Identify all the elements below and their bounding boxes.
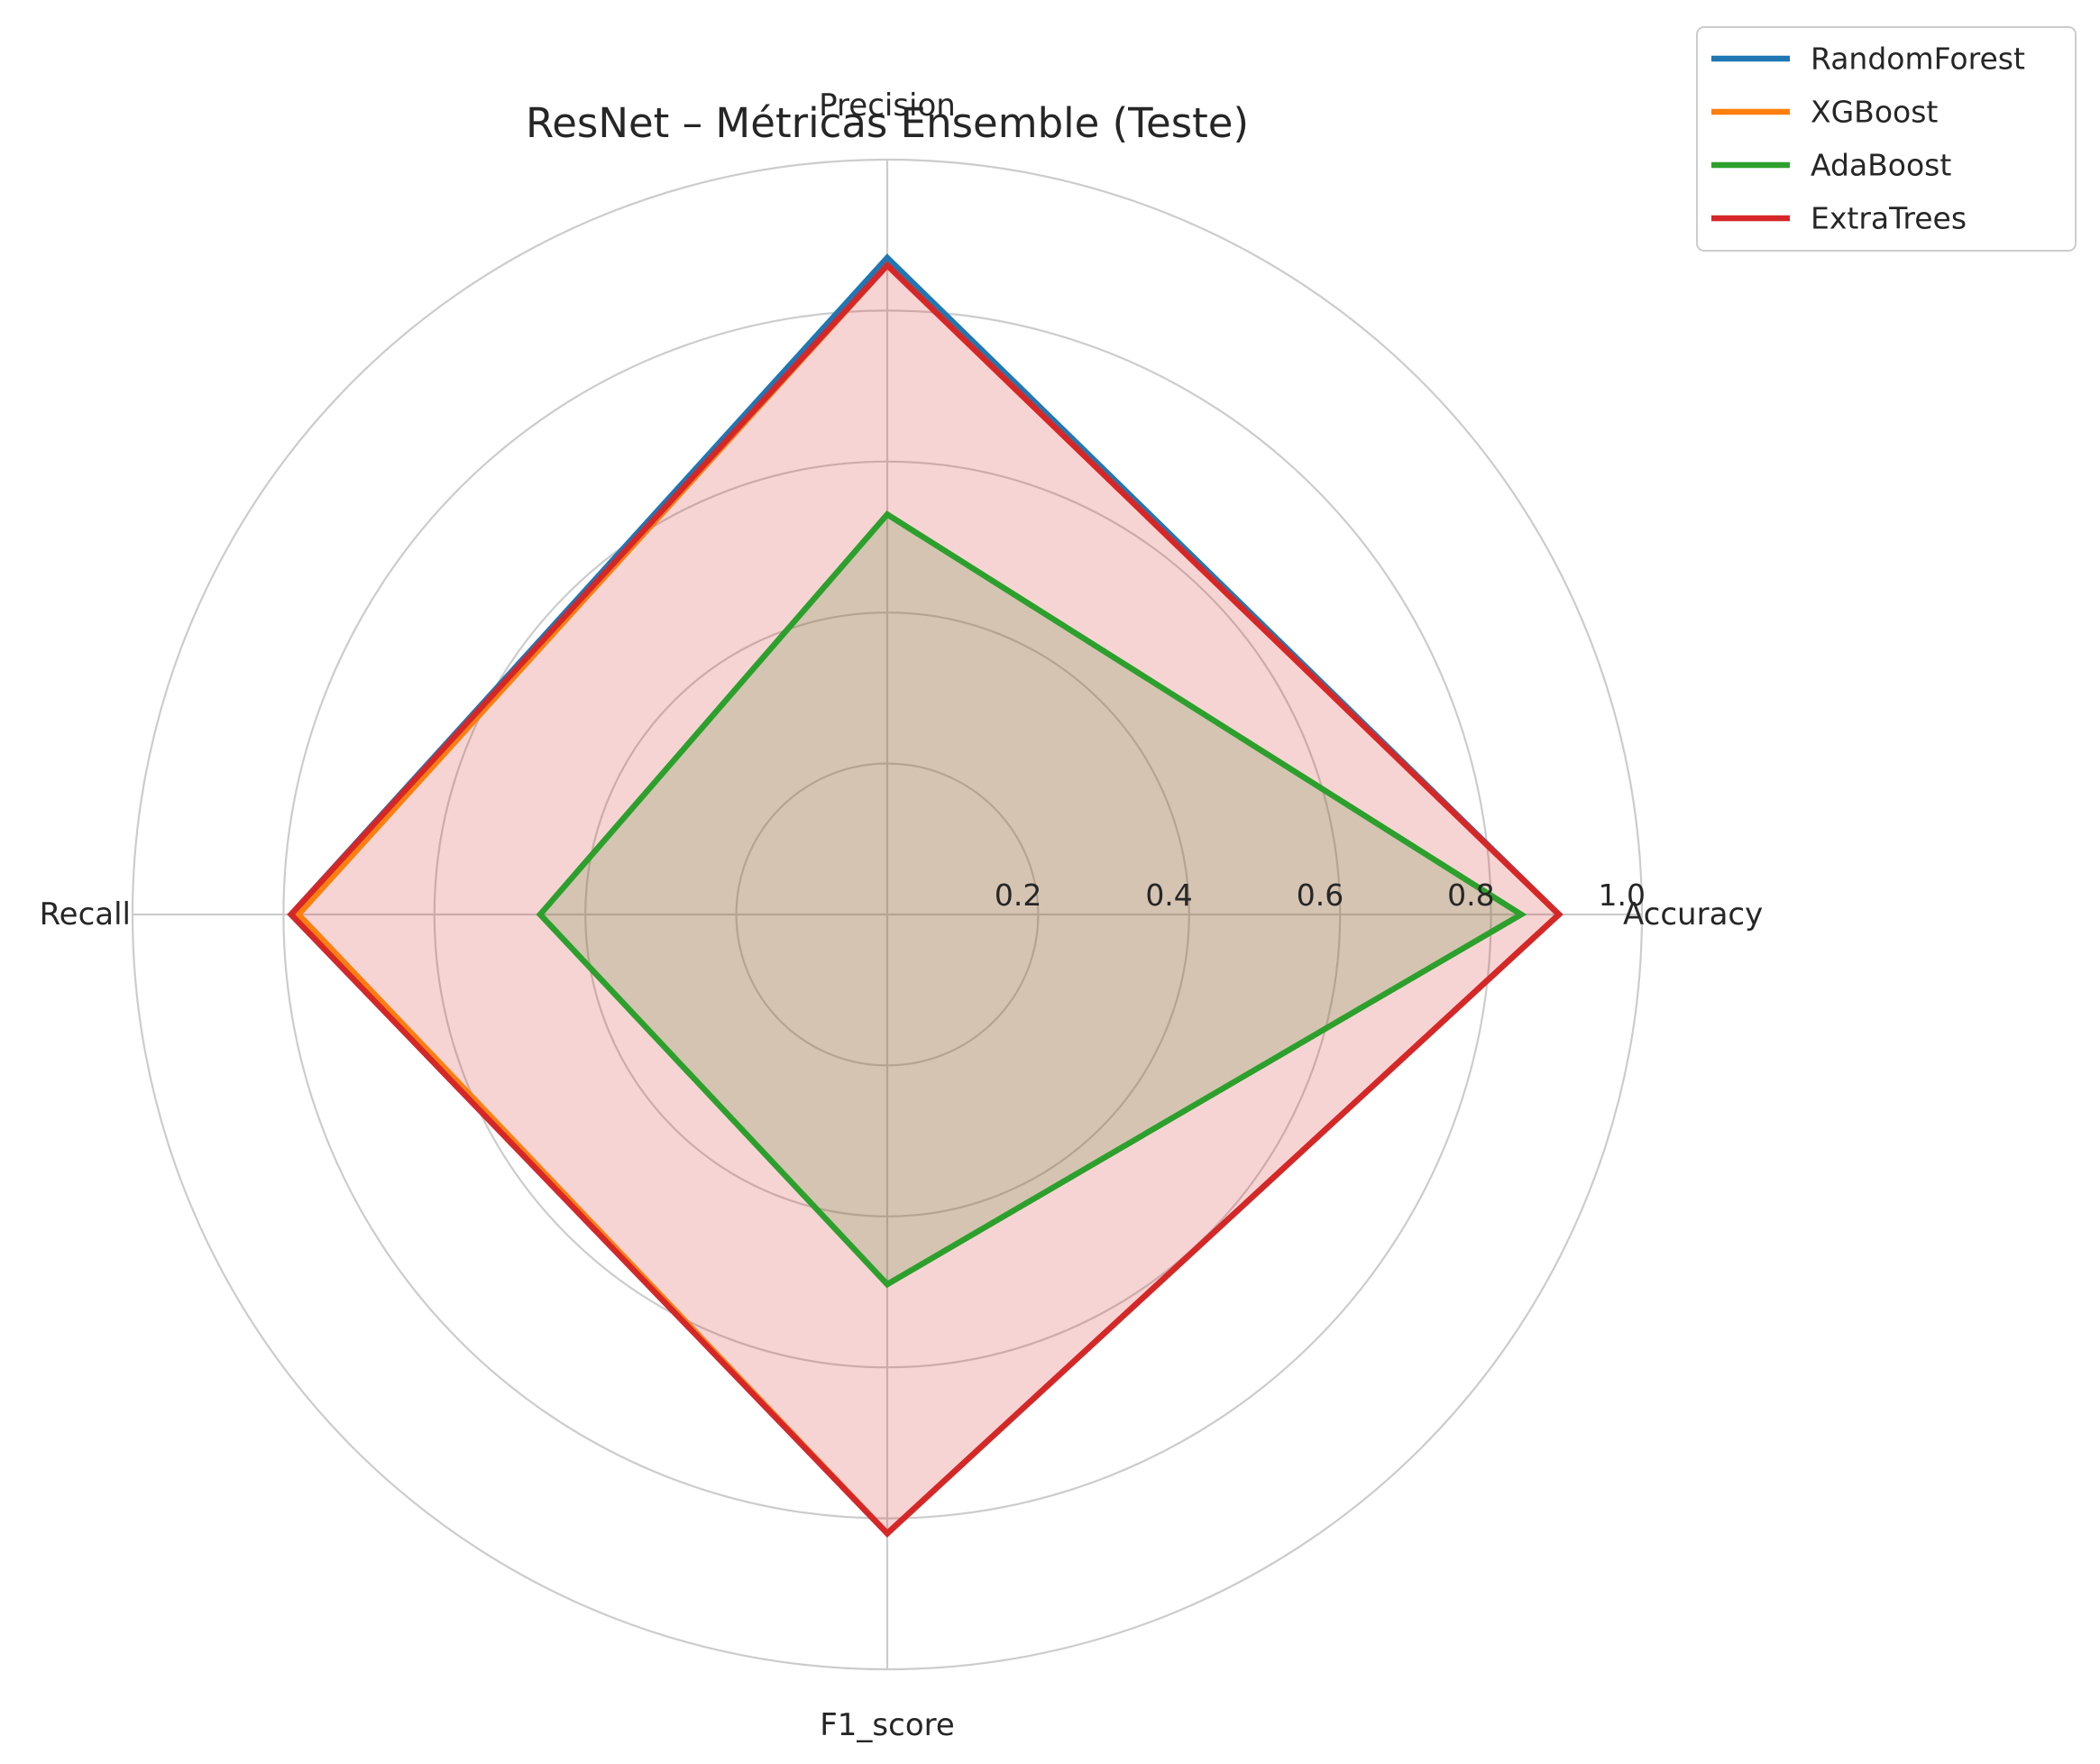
legend-label-adaboost: AdaBoost xyxy=(1811,148,1951,183)
legend-label-extratrees: ExtraTrees xyxy=(1811,201,1967,236)
axis-labels: Accuracy Precision Recall F1_score xyxy=(40,87,1764,1743)
axis-label-recall: Recall xyxy=(40,896,131,933)
axis-label-precision: Precision xyxy=(819,87,956,124)
r-tick-label-2: 0.6 xyxy=(1297,877,1343,913)
axis-label-f1_score: F1_score xyxy=(820,1707,955,1743)
axis-label-accuracy: Accuracy xyxy=(1623,896,1763,933)
r-tick-label-4: 1.0 xyxy=(1599,877,1646,913)
series-fill-extratrees xyxy=(290,265,1559,1534)
series-lines xyxy=(287,253,1564,1538)
r-tick-label-3: 0.8 xyxy=(1447,877,1494,913)
r-tick-label-1: 0.4 xyxy=(1145,877,1192,913)
legend-label-xgboost: XGBoost xyxy=(1811,95,1938,130)
r-tick-label-0: 0.2 xyxy=(995,877,1041,913)
chart-title: ResNet – Métricas Ensemble (Teste) xyxy=(526,99,1249,147)
series-fills xyxy=(290,265,1559,1534)
polar-grid xyxy=(131,158,1644,1671)
series-fill-adaboost xyxy=(540,514,1522,1285)
legend-box xyxy=(1696,26,2077,252)
legend: RandomForest XGBoost AdaBoost ExtraTrees xyxy=(1696,26,2077,252)
radial-tick-labels: 0.2 0.4 0.6 0.8 1.0 xyxy=(995,877,1646,913)
series-line-adaboost xyxy=(536,510,1527,1289)
series-line-extratrees xyxy=(287,261,1564,1538)
legend-label-randomforest: RandomForest xyxy=(1811,41,2025,77)
